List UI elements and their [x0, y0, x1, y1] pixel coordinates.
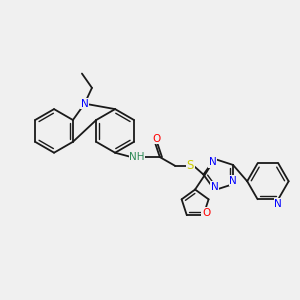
Text: NH: NH	[129, 152, 145, 162]
Text: N: N	[209, 157, 216, 167]
Text: O: O	[152, 134, 161, 143]
Text: O: O	[202, 208, 210, 218]
Text: S: S	[187, 159, 194, 172]
Text: N: N	[274, 199, 282, 208]
Text: N: N	[229, 176, 237, 186]
Text: N: N	[211, 182, 219, 192]
Text: N: N	[81, 99, 88, 109]
